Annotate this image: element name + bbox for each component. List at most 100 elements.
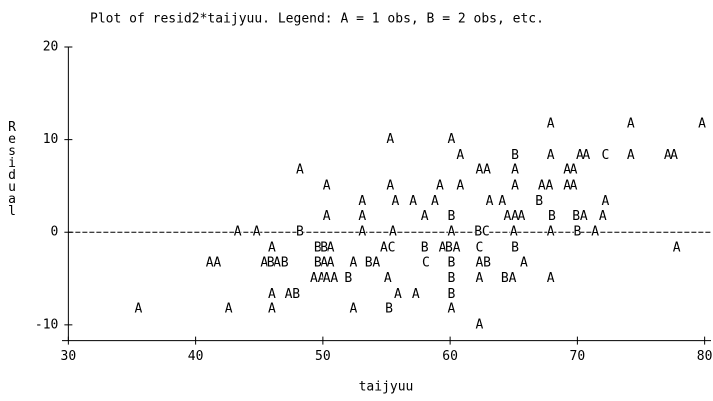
marker-bg <box>296 226 304 239</box>
marker-bg <box>547 117 555 130</box>
marker-bg <box>358 226 366 239</box>
point: A <box>268 240 276 255</box>
point: A <box>591 225 599 240</box>
marker-bg <box>475 318 483 331</box>
point: B <box>314 240 322 255</box>
marker-bg <box>573 226 581 239</box>
point: A <box>547 271 555 286</box>
marker-bg <box>394 288 402 301</box>
point: B <box>292 287 300 302</box>
point: A <box>570 178 578 193</box>
marker-bg <box>670 149 678 162</box>
point: A <box>253 225 261 240</box>
point: B <box>365 255 373 270</box>
point: B <box>296 225 304 240</box>
marker-bg <box>314 256 322 269</box>
marker-bg <box>447 210 455 223</box>
point: B <box>483 255 491 270</box>
point: B <box>447 287 455 302</box>
marker-bg <box>447 288 455 301</box>
point: A <box>206 255 214 270</box>
marker-bg <box>323 210 331 223</box>
marker-bg <box>320 241 328 254</box>
marker-bg <box>372 256 380 269</box>
marker-bg <box>447 133 455 146</box>
point: A <box>320 255 328 270</box>
marker-bg <box>327 241 335 254</box>
marker-bg <box>365 256 373 269</box>
point: A <box>412 287 420 302</box>
point: A <box>372 255 380 270</box>
marker-bg <box>475 241 483 254</box>
marker-bg <box>314 241 322 254</box>
marker-bg <box>547 149 555 162</box>
marker-bg <box>538 179 546 192</box>
point: A <box>358 194 366 209</box>
marker-bg <box>422 256 430 269</box>
marker-bg <box>510 226 518 239</box>
point: C <box>601 148 609 163</box>
marker-bg <box>511 241 519 254</box>
marker-bg <box>570 179 578 192</box>
y-tick-label: -10 <box>35 317 58 332</box>
point: A <box>517 209 525 224</box>
marker-bg <box>421 241 429 254</box>
point: A <box>327 255 335 270</box>
point: A <box>285 287 293 302</box>
point: B <box>385 302 393 317</box>
marker-bg <box>268 303 276 316</box>
marker-bg <box>483 256 491 269</box>
point: A <box>547 148 555 163</box>
marker-bg <box>391 195 399 208</box>
x-tick-label: 60 <box>442 349 458 364</box>
marker-bg <box>285 288 293 301</box>
point: A <box>511 178 519 193</box>
point: A <box>439 240 447 255</box>
point: A <box>570 163 578 178</box>
marker-bg <box>384 272 392 285</box>
marker-bg <box>483 164 491 177</box>
point: B <box>548 209 556 224</box>
marker-bg <box>323 272 331 285</box>
marker-bg <box>349 303 357 316</box>
point: A <box>601 194 609 209</box>
marker-bg <box>134 303 142 316</box>
marker-bg <box>698 117 706 130</box>
marker-bg <box>452 241 460 254</box>
point: B <box>535 194 543 209</box>
x-tick-label: 30 <box>61 349 77 364</box>
marker-bg <box>591 226 599 239</box>
point: B <box>511 148 519 163</box>
point: A <box>475 317 483 332</box>
point: C <box>475 240 483 255</box>
point: B <box>421 240 429 255</box>
marker-bg <box>385 303 393 316</box>
point: A <box>483 163 491 178</box>
marker-bg <box>601 195 609 208</box>
point: A <box>580 209 588 224</box>
point: A <box>509 271 517 286</box>
y-tick-label: 10 <box>43 132 59 147</box>
marker-bg <box>563 179 571 192</box>
point: A <box>268 287 276 302</box>
marker-bg <box>511 179 519 192</box>
marker-bg <box>412 288 420 301</box>
marker-bg <box>213 256 221 269</box>
point: A <box>391 194 399 209</box>
marker-bg <box>323 179 331 192</box>
point: A <box>349 302 357 317</box>
marker-bg <box>447 256 455 269</box>
marker-bg <box>599 210 607 223</box>
point: A <box>486 194 494 209</box>
marker-bg <box>388 241 396 254</box>
point: B <box>344 271 352 286</box>
point: A <box>627 148 635 163</box>
point: A <box>447 225 455 240</box>
point: A <box>213 255 221 270</box>
marker-bg <box>547 272 555 285</box>
marker-bg <box>267 256 275 269</box>
x-tick-label: 40 <box>188 349 204 364</box>
point: A <box>576 148 584 163</box>
marker-bg <box>572 210 580 223</box>
